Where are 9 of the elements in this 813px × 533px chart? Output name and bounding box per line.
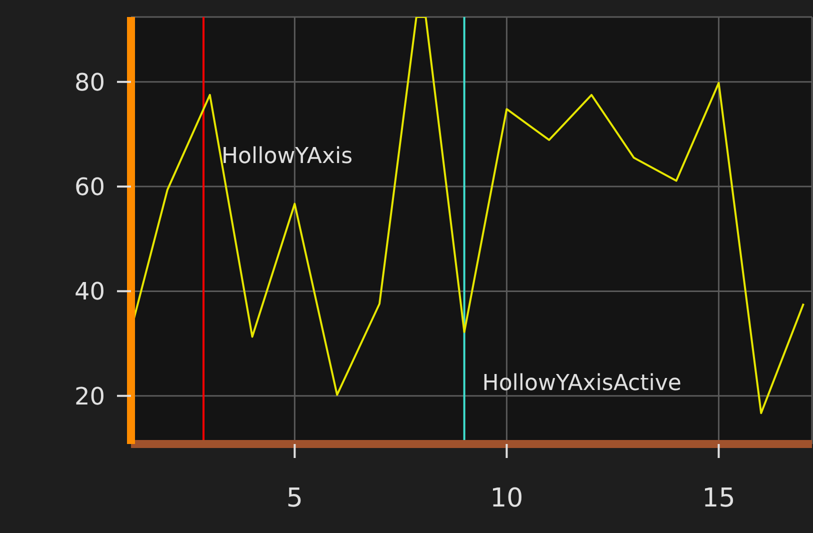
x-tick-label: 15 [702, 483, 736, 514]
y-tick-label: 20 [74, 382, 105, 410]
ref-line-label: HollowYAxisActive [482, 371, 682, 396]
x-tick-label: 10 [490, 483, 524, 514]
ref-line-label: HollowYAxis [222, 144, 353, 170]
x-tick-label: 5 [286, 483, 303, 514]
y-tick-label: 60 [74, 173, 105, 202]
y-tick-label: 40 [74, 278, 105, 306]
y-tick-label: 80 [74, 68, 105, 96]
